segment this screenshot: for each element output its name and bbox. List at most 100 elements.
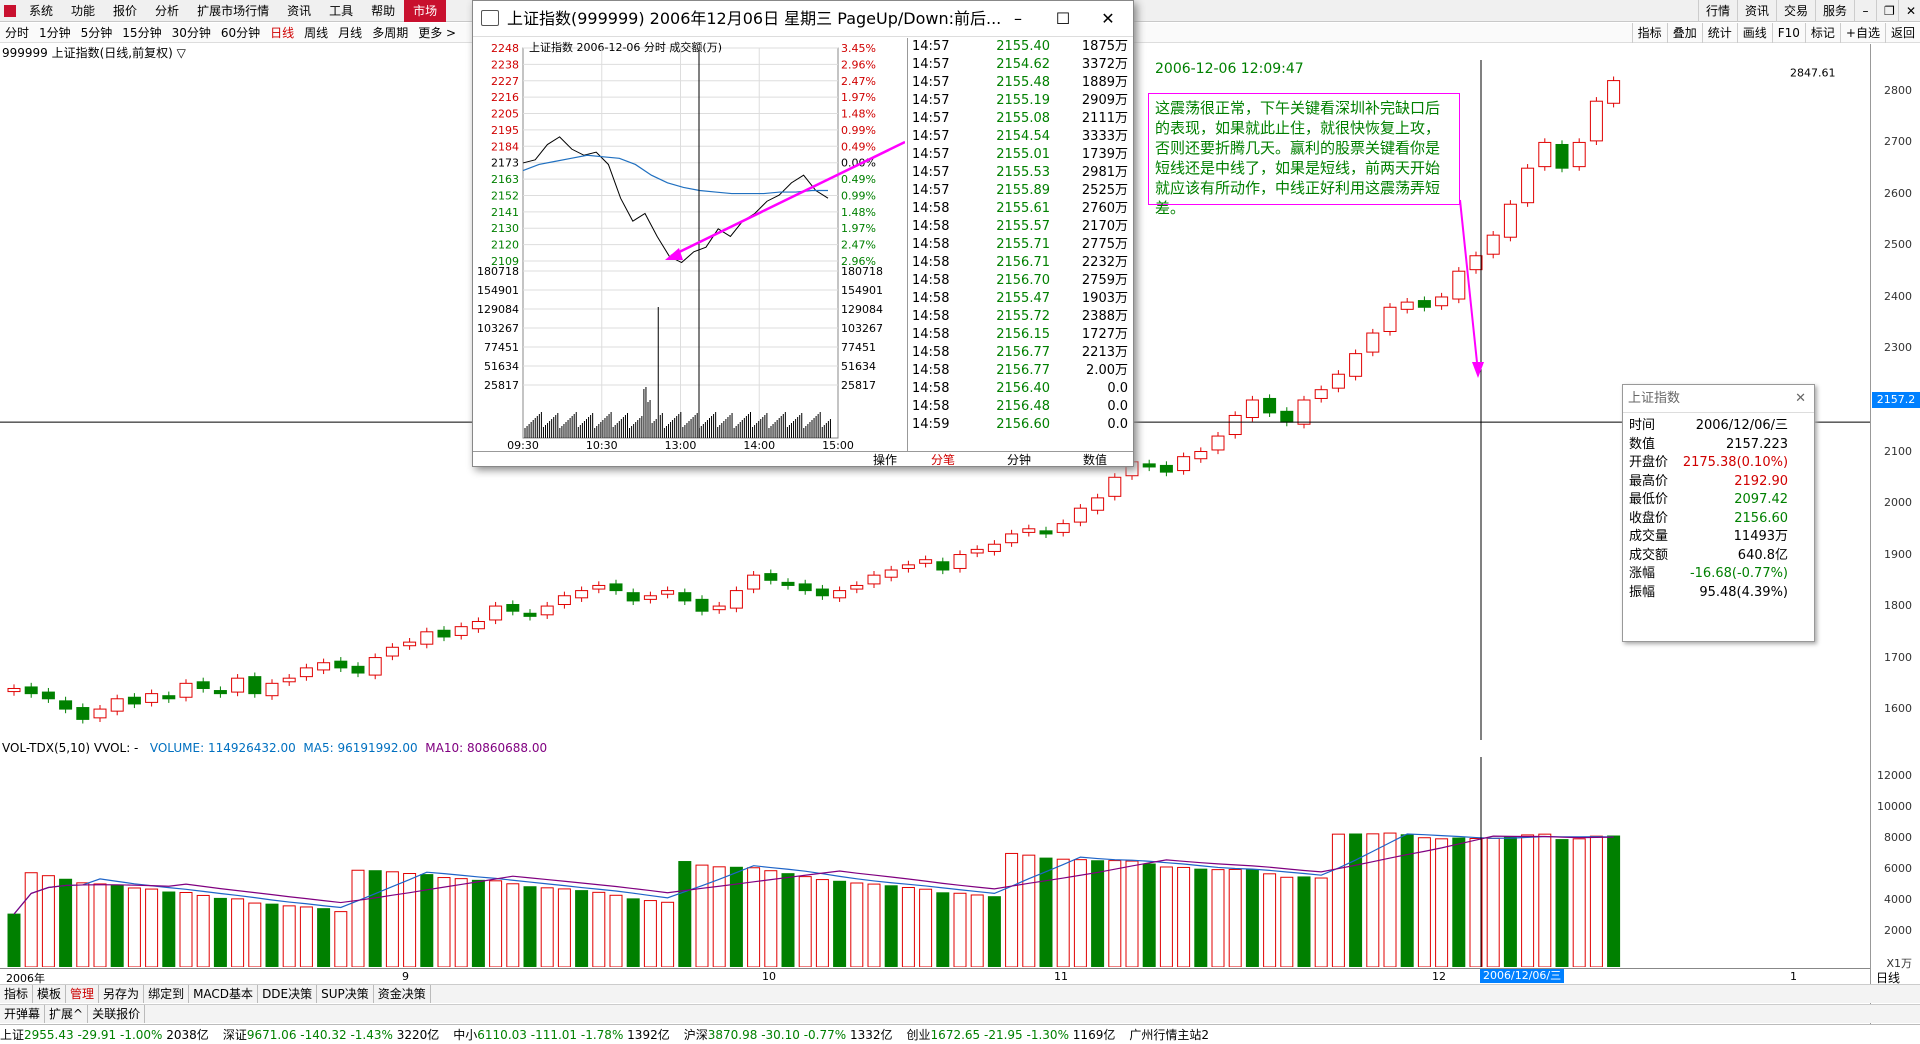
candle-10: [179, 679, 193, 702]
menu-right-trade[interactable]: 交易: [1775, 0, 1815, 22]
close-icon[interactable]: ✕: [1101, 9, 1115, 28]
kline-chart[interactable]: ←1541.412847.61: [0, 60, 1870, 740]
extra-tab-2[interactable]: 关联报价: [88, 1005, 146, 1023]
menu-quote[interactable]: 报价: [113, 3, 138, 18]
tick-row: 14:59 2156.60 0.0: [908, 416, 1133, 434]
indicator-tab-4[interactable]: 绑定到: [144, 985, 190, 1003]
menu-ext-market[interactable]: 扩展市场行情: [197, 3, 270, 18]
candle-91: [1572, 138, 1586, 171]
close-icon[interactable]: ✕: [1898, 0, 1920, 22]
price-tick-8: 2163: [491, 173, 519, 186]
menu-news[interactable]: 资讯: [287, 3, 312, 18]
index-quote-1[interactable]: 深证9671.06 -140.32 -1.43% 3220亿: [223, 1026, 439, 1043]
period-30min[interactable]: 30分钟: [171, 25, 211, 40]
tool-draw[interactable]: 画线: [1736, 23, 1772, 43]
popup-tab-1[interactable]: 分笔: [930, 453, 955, 467]
period-more[interactable]: 更多 >: [418, 25, 457, 40]
popup-tab-0[interactable]: 操作: [872, 453, 897, 467]
period-5min[interactable]: 5分钟: [80, 25, 113, 40]
ytick-2500: 2500: [1884, 238, 1912, 252]
minimize-icon[interactable]: –: [1854, 0, 1876, 22]
ytick-2100: 2100: [1884, 444, 1912, 458]
vol-bar-75: [1297, 876, 1311, 967]
period-15min[interactable]: 15分钟: [122, 25, 162, 40]
menu-right-service[interactable]: 服务: [1814, 0, 1854, 22]
tick-row: 14:57 2155.48 1889万: [908, 74, 1133, 92]
period-monthly[interactable]: 月线: [338, 25, 363, 40]
menu-function[interactable]: 功能: [71, 3, 96, 18]
ytick-2300: 2300: [1884, 341, 1912, 355]
tool-back[interactable]: 返回: [1884, 23, 1920, 43]
vol-bar-14: [248, 902, 262, 967]
extra-tab-1[interactable]: 扩展^: [45, 1005, 89, 1023]
period-multi[interactable]: 多周期: [372, 25, 409, 40]
tool-add-watch[interactable]: +自选: [1839, 23, 1885, 43]
tool-indicator[interactable]: 指标: [1631, 23, 1667, 43]
menu-analysis[interactable]: 分析: [155, 3, 180, 18]
indicator-tab-2[interactable]: 管理: [66, 985, 100, 1003]
indicator-tab-0[interactable]: 指标: [0, 985, 34, 1003]
vol-bar-74: [1280, 876, 1294, 967]
menu-help[interactable]: 帮助: [371, 3, 396, 18]
index-quote-2[interactable]: 中小6110.03 -111.01 -1.78% 1392亿: [453, 1026, 669, 1043]
popup-tab-3[interactable]: 数值: [1082, 453, 1107, 467]
index-quote-0[interactable]: 上证2955.43 -29.91 -1.00% 2038亿: [0, 1026, 209, 1043]
restore-icon[interactable]: ❐: [1876, 0, 1898, 22]
candle-70: [1211, 431, 1225, 455]
vol-bar-6: [110, 884, 124, 967]
indicator-tab-1[interactable]: 模板: [33, 985, 67, 1003]
index-quote-3[interactable]: 沪深3870.98 -30.10 -0.77% 1332亿: [684, 1026, 893, 1043]
index-quote-4[interactable]: 创业1672.65 -21.95 -1.30% 1169亿: [907, 1026, 1116, 1043]
close-icon[interactable]: ✕: [1795, 391, 1806, 406]
time-tick-4: 15:00: [822, 439, 854, 451]
tool-stats[interactable]: 统计: [1701, 23, 1737, 43]
period-timeshare[interactable]: 分时: [5, 25, 30, 40]
tool-mark[interactable]: 标记: [1804, 23, 1840, 43]
period-weekly[interactable]: 周线: [304, 25, 329, 40]
period-daily[interactable]: 日线: [270, 25, 295, 40]
index-value: 9671.06: [246, 1028, 297, 1042]
maximize-icon[interactable]: ☐: [1055, 9, 1071, 28]
timeshare-window[interactable]: 上证指数(999999) 2006年12月06日 星期三 PageUp/Down…: [472, 0, 1134, 467]
indicator-tab-5[interactable]: MACD基本: [189, 985, 259, 1003]
vol-ytick-0: 12000: [1877, 769, 1912, 782]
menu-system[interactable]: 系统: [29, 3, 54, 18]
candle-5: [93, 704, 107, 722]
popup-tab-2[interactable]: 分钟: [1006, 453, 1031, 467]
data-row-8: 涨幅 -16.68(-0.77%): [1629, 565, 1788, 584]
menu-market[interactable]: 市场: [404, 0, 447, 22]
candle-9: [162, 691, 176, 703]
volume-chart[interactable]: [0, 757, 1870, 967]
minimize-icon[interactable]: –: [1014, 9, 1022, 28]
tool-overlay[interactable]: 叠加: [1666, 23, 1702, 43]
chart-toolbar: 指标 叠加 统计 画线 F10 标记 +自选 返回: [1631, 23, 1920, 43]
price-tick-10: 2141: [491, 206, 519, 219]
tool-f10[interactable]: F10: [1771, 23, 1805, 43]
vol-bar-24: [420, 874, 434, 967]
data-window[interactable]: 上证指数 ✕ 时间 2006/12/06/三 数值 2157.223 开盘价 2175.38…: [1622, 384, 1815, 642]
vol-bar-53: [919, 888, 933, 967]
tick-row: 14:58 2155.61 2760万: [908, 200, 1133, 218]
data-key: 时间: [1629, 418, 1656, 433]
indicator-tab-7[interactable]: SUP决策: [317, 985, 374, 1003]
vol-tick-r-3: 103267: [841, 322, 883, 335]
menu-right-news[interactable]: 资讯: [1736, 0, 1776, 22]
tick-price: 2156.60: [996, 417, 1050, 432]
vol-bar-15: [265, 903, 279, 967]
indicator-tab-3[interactable]: 另存为: [99, 985, 145, 1003]
timeshare-chart[interactable]: 2248 3.45% 2238 2.96% 2227 2.47% 2216 1.97% 2205…: [473, 38, 905, 451]
indicator-tab-6[interactable]: DDE决策: [258, 985, 318, 1003]
tick-list[interactable]: 14:57 2155.40 1875万 14:57 2154.62 3372万 14:57 2…: [907, 38, 1133, 451]
extra-tab-0[interactable]: 开弹幕: [0, 1005, 46, 1023]
vol-bar-65: [1125, 860, 1139, 967]
menu-tools[interactable]: 工具: [329, 3, 354, 18]
period-60min[interactable]: 60分钟: [220, 25, 261, 40]
price-tick-3: 2216: [491, 91, 519, 104]
period-1min[interactable]: 1分钟: [39, 25, 71, 40]
indicator-tab-8[interactable]: 资金决策: [374, 985, 431, 1003]
candle-71: [1228, 411, 1242, 439]
vol-bar-27: [471, 879, 485, 967]
ma10-value: MA10: 80860688.00: [425, 741, 548, 755]
vol-bar-25: [437, 877, 451, 967]
menu-right-quotes[interactable]: 行情: [1697, 0, 1737, 22]
